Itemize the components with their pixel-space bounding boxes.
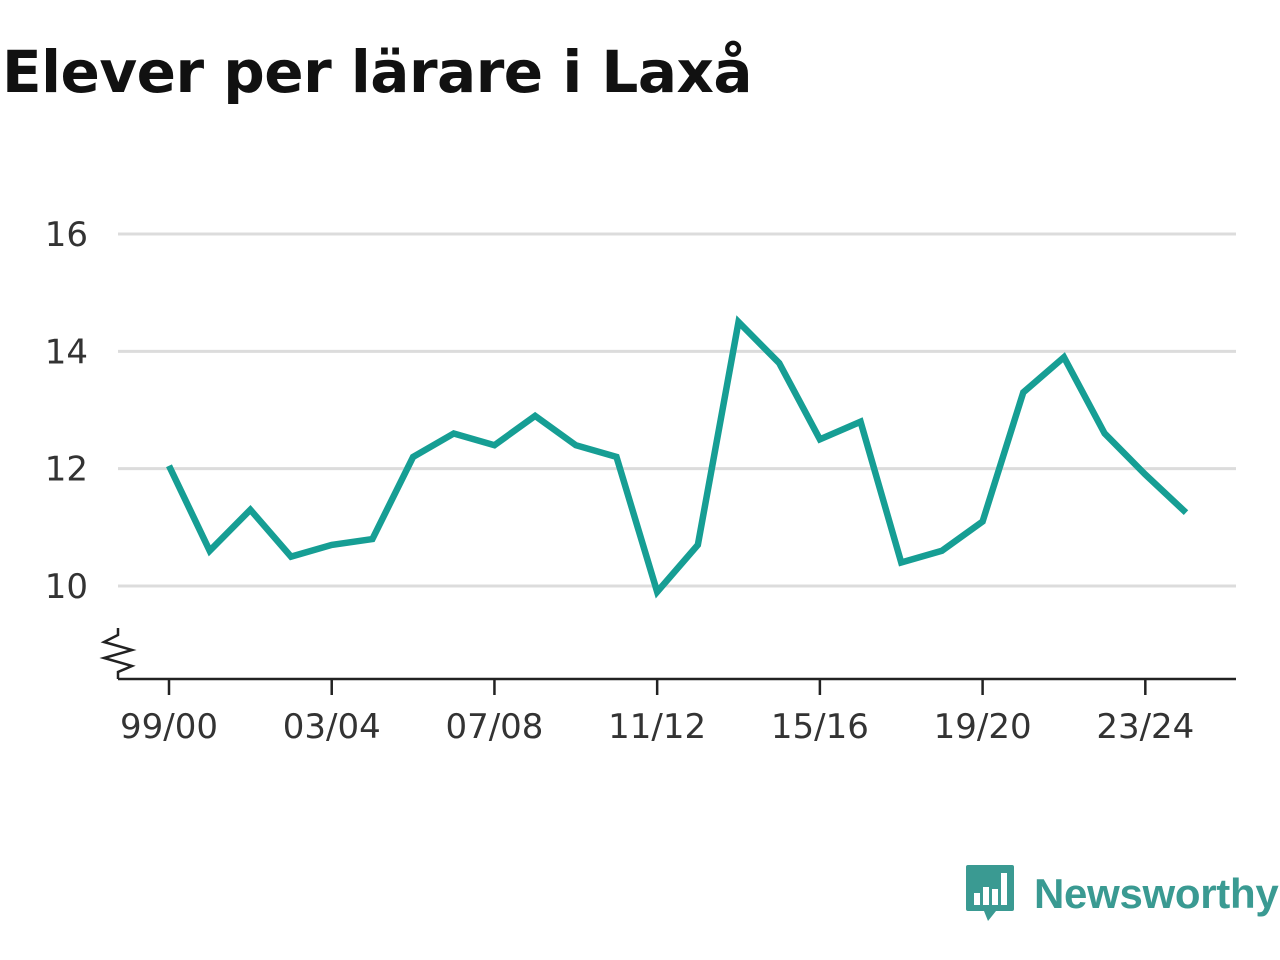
y-tick-label: 14	[45, 332, 88, 372]
y-tick-label: 16	[45, 215, 88, 255]
series-line-0	[166, 315, 1189, 599]
newsworthy-logo-icon	[966, 865, 1014, 921]
x-tick-label: 03/04	[283, 707, 381, 747]
x-tick-label: 11/12	[608, 707, 706, 747]
y-tick-label: 10	[45, 567, 88, 607]
x-tick-label: 19/20	[934, 707, 1032, 747]
series-layer	[166, 315, 1189, 599]
x-tick-label: 23/24	[1096, 707, 1194, 747]
tick-labels: 10 12 14 16 99/00 03/04 07/08 11/12 15/16 19/20 23…	[45, 215, 1195, 747]
x-tick-label: 99/00	[120, 707, 218, 747]
y-axis-break	[99, 628, 137, 679]
x-tick-label: 07/08	[445, 707, 543, 747]
axes	[99, 628, 1236, 695]
brand-logo: Newsworthy	[964, 862, 1279, 926]
y-tick-label: 12	[45, 450, 88, 490]
brand-name: Newsworthy	[1034, 870, 1279, 917]
gridlines	[118, 232, 1236, 588]
chart-title: Elever per lärare i Laxå	[2, 38, 753, 106]
x-tick-label: 15/16	[771, 707, 869, 747]
